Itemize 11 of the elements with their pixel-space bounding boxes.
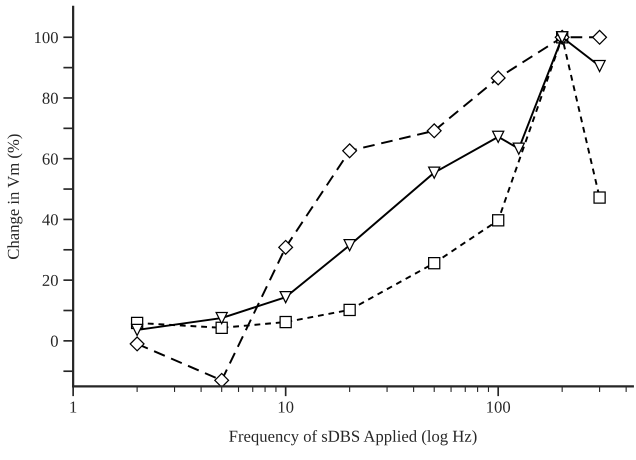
y-tick-label: 20 (42, 274, 58, 286)
y-tick-label: 0 (50, 336, 58, 347)
x-tick-label: 10 (278, 401, 294, 413)
x-tick-label: 100 (487, 401, 510, 413)
y-axis-title: Change in Vm (%) (7, 134, 22, 259)
x-axis-title: Frequency of sDBS Applied (log Hz) (229, 430, 477, 446)
y-tick-label: 40 (42, 214, 58, 226)
y-tick-label: 100 (35, 32, 58, 44)
y-tick-label: 60 (42, 153, 58, 165)
x-tick-label: 1 (70, 402, 76, 413)
y-tick-label: 80 (42, 92, 58, 104)
